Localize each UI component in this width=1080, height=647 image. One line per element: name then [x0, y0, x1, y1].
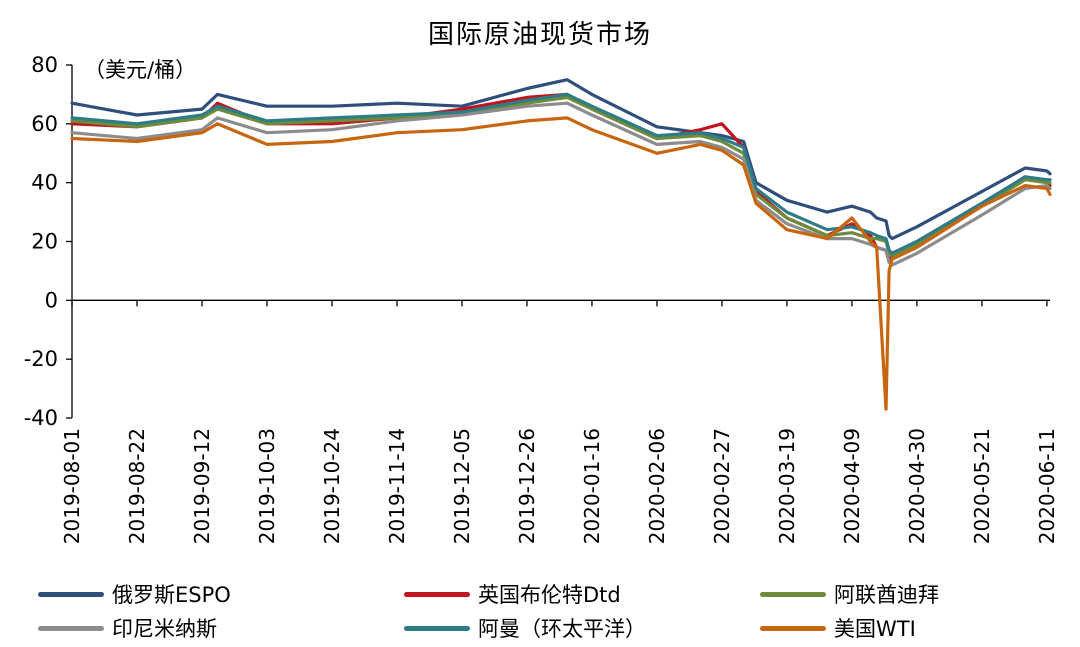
legend-label-wti: 美国WTI [834, 617, 916, 641]
legend-item-wti: 美国WTI [760, 612, 916, 644]
x-tick-label: 2020-02-27 [710, 428, 734, 544]
legend: 俄罗斯ESPO 英国布伦特Dtd 阿联酋迪拜 印尼米纳斯 阿曼（环太平洋） 美国… [38, 578, 1078, 644]
legend-item-oman: 阿曼（环太平洋） [404, 612, 646, 644]
x-tick-label: 2020-02-06 [645, 428, 669, 544]
legend-label-dubai: 阿联酋迪拜 [834, 583, 939, 607]
x-tick-label: 2019-08-01 [60, 428, 84, 544]
series-lines [70, 78, 1052, 411]
x-tick-label: 2019-10-24 [320, 428, 344, 544]
y-tick-label: -40 [24, 406, 58, 430]
legend-swatch-dubai [760, 591, 826, 597]
series-line-3 [70, 101, 1052, 267]
y-axis-unit-label: （美元/桶） [84, 58, 197, 82]
legend-label-espo: 俄罗斯ESPO [112, 583, 231, 607]
x-tick-label: 2019-08-22 [125, 428, 149, 544]
x-tick-label: 2020-04-30 [905, 428, 929, 544]
legend-item-brent: 英国布伦特Dtd [404, 578, 621, 610]
legend-label-brent: 英国布伦特Dtd [478, 583, 621, 607]
legend-swatch-oman [404, 625, 470, 631]
series-line-0 [70, 78, 1052, 241]
series-line-4 [70, 92, 1052, 255]
legend-swatch-espo [38, 591, 104, 597]
legend-item-dubai: 阿联酋迪拜 [760, 578, 939, 610]
series-line-5 [70, 116, 1052, 411]
y-tick-label: 60 [31, 112, 58, 136]
y-tick-label: 40 [31, 171, 58, 195]
y-tick-label: -20 [24, 347, 58, 371]
chart-title: 国际原油现货市场 [427, 20, 652, 50]
legend-item-espo: 俄罗斯ESPO [38, 578, 231, 610]
legend-label-oman: 阿曼（环太平洋） [478, 617, 646, 641]
x-tick-label: 2019-12-26 [515, 428, 539, 544]
x-tick-label: 2020-05-21 [970, 428, 994, 544]
x-tick-label: 2020-03-19 [775, 428, 799, 544]
x-tick-label: 2019-10-03 [255, 428, 279, 544]
legend-label-minas: 印尼米纳斯 [112, 617, 217, 641]
legend-item-minas: 印尼米纳斯 [38, 612, 217, 644]
x-tick-label: 2020-01-16 [580, 428, 604, 544]
x-tick-label: 2019-12-05 [450, 428, 474, 544]
y-tick-label: 80 [31, 53, 58, 77]
legend-swatch-minas [38, 625, 104, 631]
legend-swatch-brent [404, 591, 470, 597]
x-tick-label: 2019-09-12 [190, 428, 214, 544]
y-tick-label: 0 [45, 288, 58, 312]
series-line-2 [70, 95, 1052, 258]
legend-swatch-wti [760, 625, 826, 631]
x-tick-label: 2019-11-14 [385, 428, 409, 544]
x-tick-label: 2020-06-11 [1035, 428, 1059, 544]
x-tick-label: 2020-04-09 [840, 428, 864, 544]
y-tick-label: 20 [31, 230, 58, 254]
